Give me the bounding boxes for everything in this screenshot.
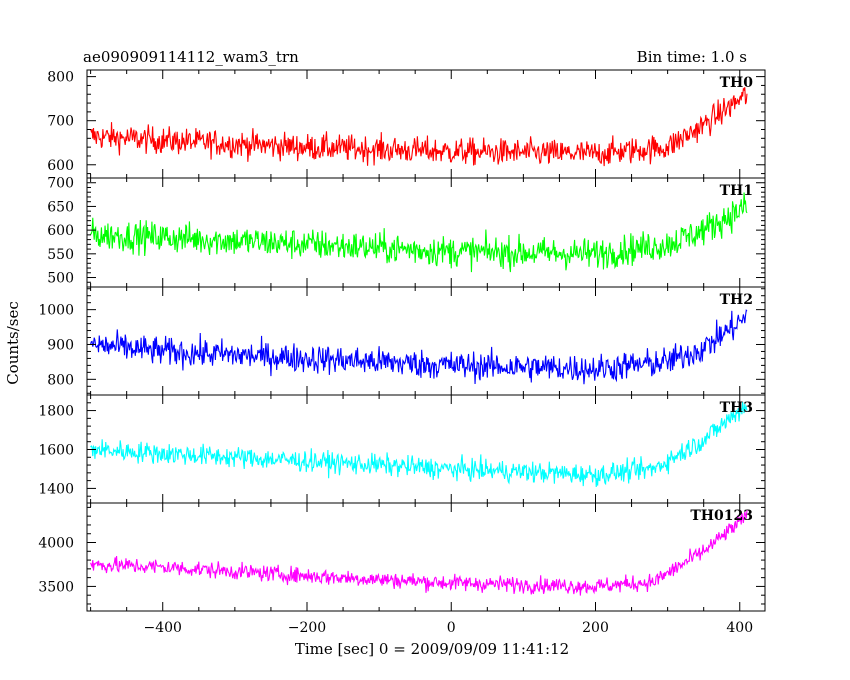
y-tick-label: 800 [47, 372, 74, 388]
x-tick-label: 200 [582, 620, 609, 636]
x-tick-label: −200 [288, 620, 326, 636]
series-line-th3 [90, 401, 748, 487]
series-line-th0 [90, 87, 748, 167]
y-tick-label: 550 [47, 247, 74, 263]
y-tick-label: 3500 [38, 579, 74, 595]
channel-label-th0123: TH0123 [690, 508, 753, 524]
y-tick-label: 1400 [38, 481, 74, 497]
y-tick-label: 650 [47, 199, 74, 215]
chart-title: ae090909114112_wam3_trn [83, 48, 299, 66]
y-tick-label: 900 [47, 337, 74, 353]
panel-th1: 500 550 600 650 700 TH1 [47, 176, 766, 288]
y-tick-label: 700 [47, 176, 74, 192]
y-tick-label: 600 [47, 158, 74, 174]
panel-th0: 600 700 800 TH0 [47, 69, 766, 179]
x-tick-label: 0 [447, 620, 456, 636]
channel-label-th2: TH2 [720, 292, 753, 308]
y-tick-label: 4000 [38, 536, 74, 552]
panel-frame [86, 69, 766, 179]
panel-th0123: 3500 4000 TH0123 [38, 502, 766, 612]
y-axis-label: Counts/sec [4, 301, 22, 385]
panel-frame [86, 502, 766, 612]
x-tick-label: −400 [144, 620, 182, 636]
panel-th2: 800 900 1000 TH2 [38, 286, 766, 396]
x-axis-label: Time [sec] 0 = 2009/09/09 11:41:12 [295, 640, 569, 658]
y-tick-label: 1800 [38, 404, 74, 420]
bin-time-label: Bin time: 1.0 s [637, 48, 747, 66]
channel-label-th1: TH1 [720, 183, 753, 199]
y-tick-label: 1600 [38, 442, 74, 458]
panel-th3: 1400 1600 1800 TH3 [38, 394, 766, 504]
x-tick-label: 400 [726, 620, 753, 636]
panel-frame [86, 394, 766, 504]
channel-label-th0: TH0 [720, 75, 754, 91]
series-line-th1 [90, 192, 748, 273]
channel-label-th3: TH3 [720, 400, 753, 416]
y-tick-label: 600 [47, 223, 74, 239]
series-line-th2 [90, 309, 748, 385]
y-tick-label: 1000 [38, 303, 74, 319]
panel-frame [86, 286, 766, 396]
y-tick-label: 500 [47, 271, 74, 287]
panels-group: 600 700 800 TH0 500 550 600 650 700 TH1 800 900 1000… [38, 69, 766, 636]
y-tick-label: 800 [47, 70, 74, 86]
y-tick-label: 700 [47, 114, 74, 130]
series-line-th0123 [90, 509, 748, 596]
